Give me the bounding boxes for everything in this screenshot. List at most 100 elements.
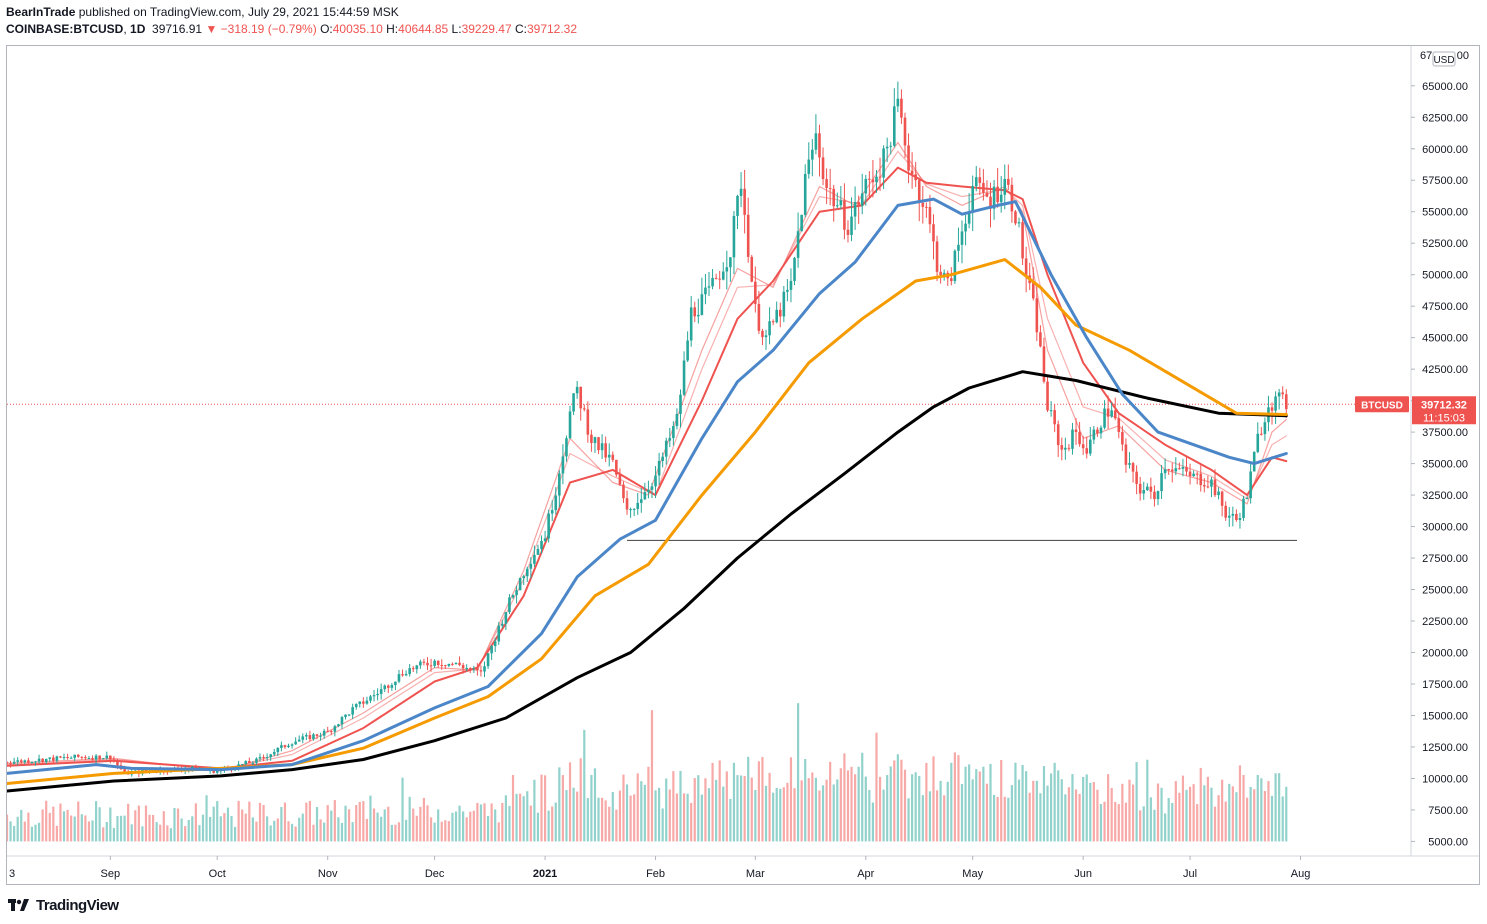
- volume-bar: [134, 810, 137, 842]
- volume-bar: [846, 770, 850, 842]
- price-tick-label: 42500.00: [1422, 364, 1468, 376]
- candle-body: [561, 456, 565, 474]
- volume-bar: [633, 794, 636, 842]
- volume-bar: [647, 766, 650, 842]
- volume-bar: [754, 790, 757, 842]
- volume-bar: [280, 807, 283, 842]
- volume-bar: [137, 805, 140, 842]
- price-tick-label: 47500.00: [1422, 301, 1468, 313]
- candle-body: [643, 492, 647, 500]
- volume-bar: [1089, 782, 1092, 842]
- candle-body: [618, 474, 622, 485]
- chart-frame[interactable]: 5000.00 7500.00 10000.00 12500.00 15000.00 17…: [6, 45, 1480, 885]
- candle-body: [1160, 473, 1163, 492]
- volume-bar: [312, 824, 315, 842]
- volume-bar: [554, 802, 557, 842]
- month-label: Feb: [646, 868, 665, 880]
- candle-body: [440, 665, 444, 667]
- volume-bar: [30, 826, 34, 842]
- volume-bar: [807, 778, 810, 842]
- candle-body: [290, 744, 294, 746]
- volume-bar: [707, 788, 711, 842]
- candle-body: [1227, 515, 1231, 518]
- volume-bar: [440, 821, 443, 842]
- candle-body: [971, 186, 974, 213]
- volume-bar: [347, 809, 351, 842]
- candle-body: [1195, 473, 1199, 475]
- volume-bar: [747, 756, 750, 842]
- symbol-tag-label: BTCUSD: [1361, 400, 1403, 411]
- candle-body: [1181, 467, 1185, 469]
- volume-bar: [1217, 795, 1220, 842]
- volume-bar: [722, 786, 725, 842]
- candle-body: [786, 289, 789, 292]
- currency-label: USD: [1433, 55, 1454, 66]
- price-chart[interactable]: 5000.00 7500.00 10000.00 12500.00 15000.00 17…: [7, 46, 1479, 884]
- candle-body: [540, 540, 543, 549]
- candle-body: [860, 193, 864, 206]
- candle-body: [52, 757, 55, 761]
- candle-body: [857, 202, 860, 206]
- price-tick-label: 27500.00: [1422, 553, 1468, 565]
- volume-bar: [1117, 804, 1120, 842]
- volume-bar: [679, 770, 682, 842]
- volume-bar: [764, 785, 768, 842]
- volume-bar: [1025, 771, 1028, 842]
- candle-body: [764, 335, 768, 338]
- candle-body: [27, 760, 30, 763]
- volume-bar: [1107, 774, 1110, 842]
- volume-bar: [690, 802, 693, 842]
- candle-body: [319, 735, 322, 737]
- volume-bar: [298, 817, 301, 842]
- candle-body: [1128, 463, 1131, 465]
- volume-bar: [1203, 785, 1206, 842]
- volume-bar: [1103, 801, 1106, 842]
- candle-body: [664, 440, 668, 457]
- volume-bar: [1053, 762, 1056, 842]
- volume-bar: [604, 800, 607, 842]
- candle-body: [939, 271, 942, 275]
- symbol-name[interactable]: COINBASE:BTCUSD: [6, 22, 124, 36]
- volume-bar: [786, 782, 789, 842]
- volume-bar: [219, 816, 222, 842]
- candle-body: [91, 758, 94, 760]
- candle-body: [258, 757, 262, 759]
- brand-name[interactable]: TradingView: [36, 897, 119, 914]
- candle-body: [960, 231, 964, 245]
- candle-body: [900, 98, 903, 118]
- volume-bar: [625, 784, 629, 842]
- volume-bar: [1064, 794, 1067, 842]
- month-label: Jul: [1183, 868, 1197, 880]
- volume-bar: [547, 810, 550, 842]
- volume-bar: [903, 769, 907, 842]
- candle-body: [1103, 408, 1106, 428]
- candle-body: [1256, 433, 1260, 452]
- candle-body: [1142, 490, 1146, 494]
- price-tick-label: 37500.00: [1422, 427, 1468, 439]
- candle-body: [1014, 211, 1017, 224]
- candle-body: [76, 754, 80, 757]
- volume-bar: [1071, 774, 1074, 842]
- volume-bar: [294, 826, 297, 842]
- candle-body: [358, 701, 362, 705]
- candle-body: [803, 173, 807, 215]
- volume-bar: [864, 776, 867, 842]
- publish-header: BearInTrade published on TradingView.com…: [6, 4, 399, 20]
- volume-bar: [162, 811, 165, 842]
- last-price: 39716.91: [152, 22, 203, 36]
- candle-body: [34, 761, 37, 763]
- candle-body: [950, 278, 953, 282]
- candle-body: [832, 188, 836, 207]
- candle-body: [835, 205, 839, 207]
- author-name[interactable]: BearInTrade: [6, 5, 76, 19]
- candle-body: [982, 182, 985, 193]
- volume-bar: [729, 798, 732, 842]
- volume-bar: [1206, 776, 1209, 842]
- volume-bar: [636, 773, 639, 842]
- volume-bar: [839, 768, 842, 842]
- candle-body: [582, 408, 586, 410]
- candle-body: [675, 413, 679, 427]
- candle-body: [604, 443, 607, 458]
- candle-body: [1284, 394, 1288, 410]
- candle-body: [1224, 505, 1228, 518]
